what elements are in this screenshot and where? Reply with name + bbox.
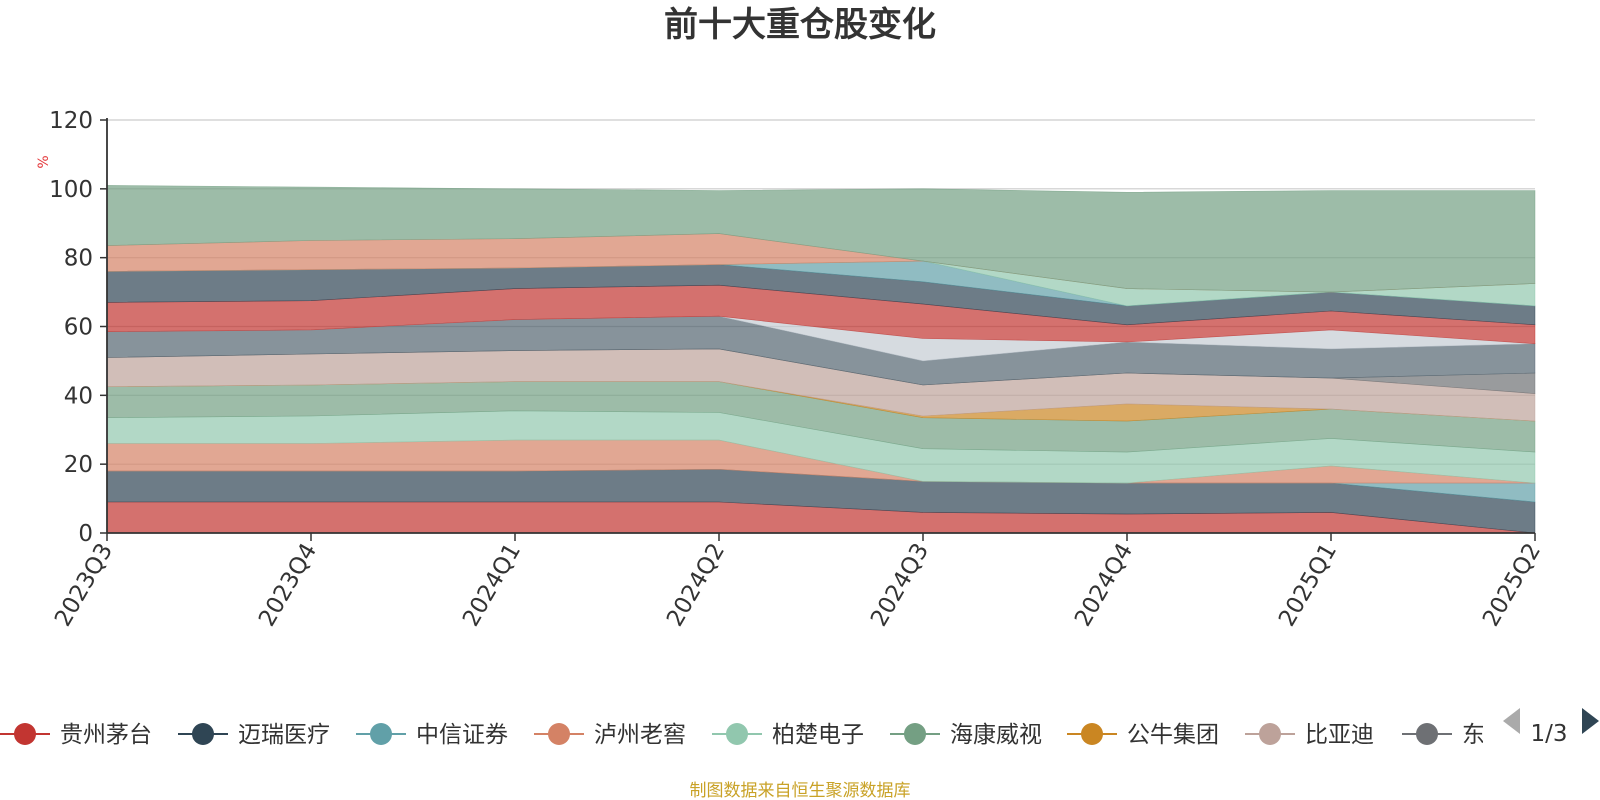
legend-item-迈瑞医疗[interactable]: 迈瑞医疗 bbox=[178, 722, 330, 748]
y-tick-label: 120 bbox=[49, 108, 93, 134]
y-tick-label: 0 bbox=[78, 521, 93, 547]
legend-item-比亚迪[interactable]: 比亚迪 bbox=[1245, 722, 1374, 748]
legend-label: 泸州老窖 bbox=[594, 722, 686, 748]
legend-label: 柏楚电子 bbox=[772, 722, 864, 748]
x-tick-label: 2024Q1 bbox=[458, 539, 526, 631]
legend-label: 公牛集团 bbox=[1127, 722, 1219, 748]
legend-pager: 1/3 bbox=[1503, 708, 1599, 747]
y-tick-labels: 0 20 40 60 80 100 120 bbox=[49, 108, 107, 547]
legend-circle-marker bbox=[548, 723, 570, 745]
x-tick-label: 2024Q4 bbox=[1070, 539, 1138, 631]
area-series-17 bbox=[106, 185, 1536, 293]
x-tick-label: 2023Q4 bbox=[254, 539, 322, 631]
legend-item-公牛集团[interactable]: 公牛集团 bbox=[1067, 722, 1219, 748]
legend-circle-marker bbox=[1259, 723, 1281, 745]
legend-label: 海康威视 bbox=[950, 722, 1042, 748]
x-tick-label: 2024Q3 bbox=[866, 539, 934, 631]
legend-label: 中信证券 bbox=[416, 722, 508, 748]
x-tick-label: 2023Q3 bbox=[50, 539, 118, 631]
legend-prev-icon[interactable] bbox=[1503, 708, 1520, 734]
chart-title: 前十大重仓股变化 bbox=[664, 5, 936, 45]
legend-circle-marker bbox=[726, 723, 748, 745]
legend-circle-marker bbox=[1081, 723, 1103, 745]
y-tick-label: 40 bbox=[64, 383, 93, 409]
legend-next-icon[interactable] bbox=[1582, 708, 1599, 734]
legend-label: 比亚迪 bbox=[1305, 722, 1374, 748]
legend-circle-marker bbox=[14, 723, 36, 745]
legend-circle-marker bbox=[1416, 723, 1438, 745]
legend-label: 迈瑞医疗 bbox=[238, 722, 330, 748]
y-tick-label: 100 bbox=[49, 177, 93, 203]
x-tick-label: 2025Q1 bbox=[1274, 539, 1342, 631]
legend: 贵州茅台 迈瑞医疗 中信证券 泸州老窖 柏楚电子 海康威视 公牛集团 比亚迪 东方财富 bbox=[0, 722, 1554, 748]
legend-circle-marker bbox=[904, 723, 926, 745]
y-axis-label: % bbox=[36, 155, 52, 168]
y-tick-label: 80 bbox=[64, 246, 93, 272]
legend-item-泸州老窖[interactable]: 泸州老窖 bbox=[534, 722, 686, 748]
y-tick-label: 20 bbox=[64, 452, 93, 478]
legend-item-贵州茅台[interactable]: 贵州茅台 bbox=[0, 722, 152, 748]
legend-item-柏楚电子[interactable]: 柏楚电子 bbox=[712, 722, 864, 748]
legend-page-indicator: 1/3 bbox=[1530, 721, 1567, 747]
x-tick-label: 2025Q2 bbox=[1478, 539, 1546, 631]
x-tick-label: 2024Q2 bbox=[662, 539, 730, 631]
legend-circle-marker bbox=[192, 723, 214, 745]
legend-item-东方财富[interactable]: 东方财富 bbox=[1402, 722, 1554, 748]
x-tick-labels: 2023Q3 2023Q4 2024Q1 2024Q2 2024Q3 2024Q4 2025… bbox=[50, 533, 1546, 631]
legend-label: 贵州茅台 bbox=[60, 722, 152, 748]
legend-item-海康威视[interactable]: 海康威视 bbox=[890, 722, 1042, 748]
y-tick-label: 60 bbox=[64, 315, 93, 341]
legend-item-中信证券[interactable]: 中信证券 bbox=[356, 722, 508, 748]
legend-circle-marker bbox=[370, 723, 392, 745]
data-source-note: 制图数据来自恒生聚源数据库 bbox=[690, 781, 911, 800]
legend-label: 东方财富 bbox=[1462, 722, 1554, 748]
area-series-layer bbox=[106, 185, 1536, 534]
